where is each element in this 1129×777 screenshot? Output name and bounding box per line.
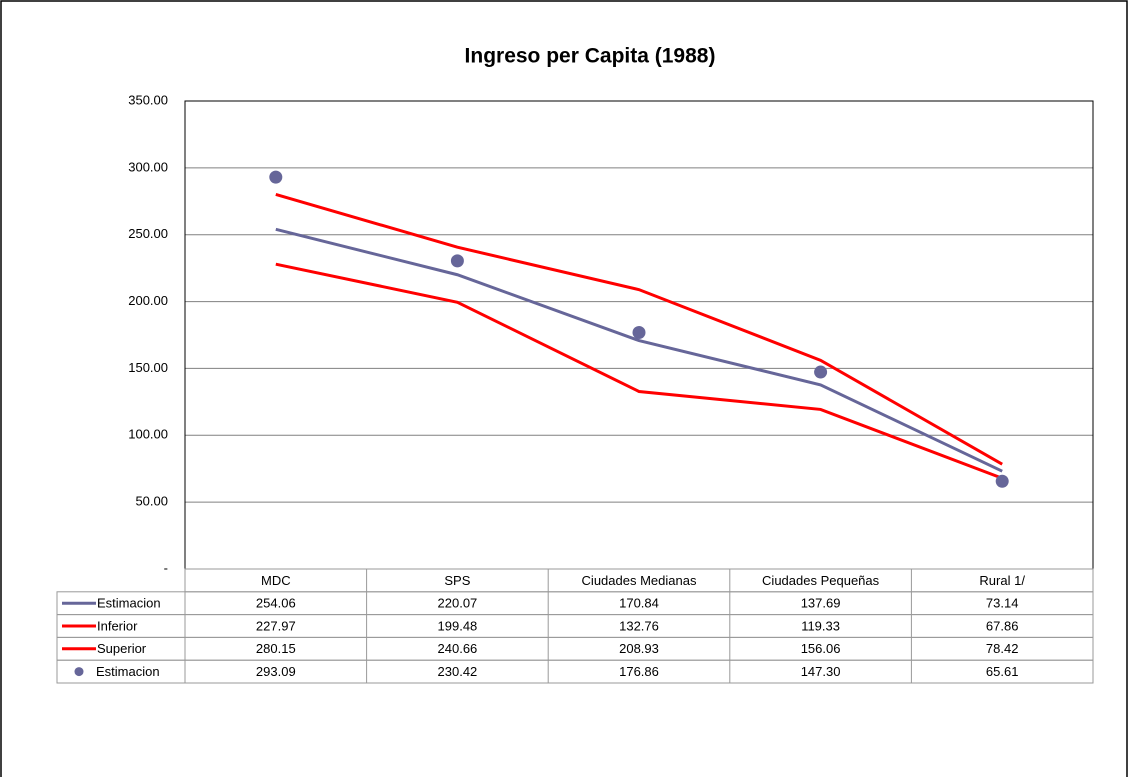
table-value: 227.97	[256, 618, 296, 633]
series-line	[275, 192, 1003, 466]
series-line	[275, 227, 1003, 473]
table-value: 65.61	[986, 664, 1019, 679]
y-tick-label: 150.00	[128, 360, 168, 375]
table-value: 208.93	[619, 641, 659, 656]
x-tick-label: Ciudades Medianas	[582, 573, 697, 588]
series-line	[275, 262, 1003, 480]
table-row	[56, 614, 1094, 638]
series-marker	[450, 254, 464, 268]
table-value: 132.76	[619, 618, 659, 633]
table-value: 293.09	[256, 664, 296, 679]
table-value: 240.66	[438, 641, 478, 656]
x-tick-label: MDC	[261, 573, 291, 588]
table-value: 170.84	[619, 596, 659, 611]
y-tick-label: 250.00	[128, 226, 168, 241]
table-row	[56, 591, 1094, 616]
y-tick-label: 100.00	[128, 427, 168, 442]
table-value: 147.30	[801, 664, 841, 679]
y-tick-label: 350.00	[128, 92, 168, 107]
table-row	[56, 636, 1094, 661]
x-tick-label: Rural 1/	[979, 573, 1025, 588]
table-value: 176.86	[619, 664, 659, 679]
y-tick-label: 200.00	[128, 293, 168, 308]
table-value: 199.48	[438, 618, 478, 633]
series-marker	[632, 326, 646, 340]
series-marker	[814, 365, 828, 379]
series-marker	[269, 170, 283, 184]
x-tick-label: SPS	[444, 573, 470, 588]
table-value: 230.42	[438, 664, 478, 679]
table-value: 137.69	[801, 596, 841, 611]
legend-label: Estimacion	[97, 596, 161, 611]
x-tick-label: Ciudades Pequeñas	[762, 573, 880, 588]
legend-label: Inferior	[97, 618, 138, 633]
table-value: 220.07	[438, 596, 478, 611]
series-marker	[995, 474, 1009, 488]
table-row	[56, 659, 1094, 684]
table-value: 73.14	[986, 596, 1019, 611]
y-tick-label: -	[164, 560, 168, 575]
legend-label: Estimacion	[96, 664, 160, 679]
table-value: 67.86	[986, 618, 1019, 633]
y-tick-label: 50.00	[135, 494, 168, 509]
table-value: 78.42	[986, 641, 1019, 656]
table-value: 254.06	[256, 596, 296, 611]
table-value: 280.15	[256, 641, 296, 656]
chart-title: Ingreso per Capita (1988)	[465, 45, 716, 68]
legend-key	[74, 667, 84, 677]
legend-label: Superior	[97, 641, 147, 656]
table-value: 156.06	[801, 641, 841, 656]
table-value: 119.33	[801, 618, 840, 633]
y-tick-label: 300.00	[128, 159, 168, 174]
